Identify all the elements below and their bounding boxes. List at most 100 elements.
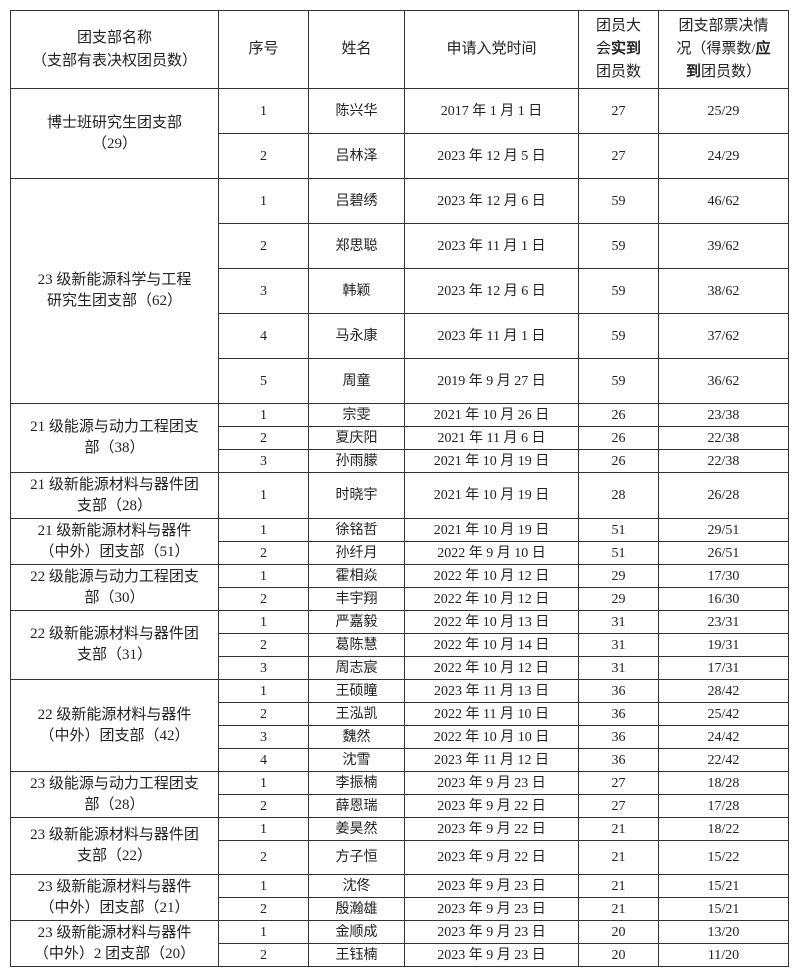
seq: 2 (218, 633, 309, 657)
member-name: 姜昊然 (308, 817, 405, 841)
row: 4 马永康 2023 年 11 月 1 日 59 37/62 (11, 313, 789, 359)
attendance: 59 (578, 178, 659, 224)
apply-date: 2023 年 9 月 23 日 (404, 897, 579, 921)
vote-result: 17/30 (658, 564, 789, 588)
row: 2 薛恩瑞 2023 年 9 月 22 日 27 17/28 (11, 794, 789, 818)
branch-name-line: 支部（22） (76, 848, 152, 864)
attendance: 28 (578, 472, 659, 519)
seq: 1 (218, 920, 309, 944)
header-cell: 姓名 (308, 10, 405, 89)
row: 2 王钰楠 2023 年 9 月 23 日 20 11/20 (11, 943, 789, 967)
attendance: 29 (578, 587, 659, 611)
vote-result: 22/38 (658, 426, 789, 450)
header-text: 团员数 (595, 64, 641, 80)
branch-name-line: 部（38） (84, 440, 145, 456)
apply-date: 2021 年 10 月 26 日 (404, 403, 579, 427)
branch-name-line: 21 级新能源材料与器件团 (30, 476, 199, 493)
member-name: 霍相焱 (308, 564, 405, 588)
header-text: 况（得票数/ (676, 41, 756, 57)
apply-date: 2021 年 10 月 19 日 (404, 472, 579, 519)
attendance: 26 (578, 449, 659, 473)
row: 2 王泓凯 2022 年 11 月 10 日 36 25/42 (11, 702, 789, 726)
seq: 5 (218, 358, 309, 404)
member-name: 严嘉毅 (308, 610, 405, 634)
seq: 1 (218, 610, 309, 634)
apply-date: 2022 年 10 月 12 日 (404, 564, 579, 588)
seq: 2 (218, 943, 309, 967)
seq: 3 (218, 268, 309, 314)
header-cell: 团员大 会实到 团员数 (578, 10, 659, 89)
member-name: 吕林泽 (308, 133, 405, 179)
apply-date: 2022 年 10 月 13 日 (404, 610, 579, 634)
apply-date: 2022 年 11 月 10 日 (404, 702, 579, 726)
branch-name: 22 级新能源材料与器件 （中外）团支部（42） (10, 679, 219, 772)
seq: 1 (218, 874, 309, 898)
seq: 1 (218, 403, 309, 427)
header-line: 团支部名称 (12, 27, 218, 50)
member-name: 丰宇翔 (308, 587, 405, 611)
attendance: 21 (578, 817, 659, 841)
branch-name-line: 部（28） (84, 796, 145, 813)
seq: 2 (218, 587, 309, 611)
attendance: 36 (578, 702, 659, 726)
attendance: 21 (578, 874, 659, 898)
vote-result: 16/30 (658, 587, 789, 611)
branch-name-line: （中外）团支部（42） (39, 727, 190, 744)
branch-name-line: 22 级新能源材料与器件 (37, 706, 192, 723)
apply-date: 2023 年 11 月 1 日 (404, 313, 579, 359)
branch-name-line: 21 级新能源材料与器件 (37, 522, 192, 539)
attendance: 59 (578, 358, 659, 404)
branch-name-line: 23 级新能源材料与器件 (37, 878, 192, 895)
apply-date: 2021 年 10 月 19 日 (404, 449, 579, 473)
branch-name-line: 23 级新能源材料与器件 (37, 924, 192, 941)
vote-result: 15/21 (658, 897, 789, 921)
branch-name-line: 22 级新能源材料与器件团 (30, 626, 199, 642)
header-line: 申请入党时间 (406, 38, 578, 61)
vote-result: 28/42 (658, 679, 789, 703)
branch-name: 23 级新能源材料与器件团 支部（22） (10, 817, 219, 875)
apply-date: 2023 年 9 月 23 日 (404, 920, 579, 944)
vote-result: 25/29 (658, 88, 789, 134)
vote-result: 23/31 (658, 610, 789, 634)
vote-result: 39/62 (658, 223, 789, 269)
attendance: 26 (578, 403, 659, 427)
vote-result: 24/42 (658, 725, 789, 749)
member-name: 薛恩瑞 (308, 794, 405, 818)
seq: 2 (218, 223, 309, 269)
branch-name-line: （中外）团支部（51） (39, 543, 190, 560)
row: 23 级能源与动力工程团支 部（28） 1 李振楠 2023 年 9 月 23 日 27 1… (10, 771, 789, 818)
member-name: 王硕瞳 (308, 679, 405, 703)
apply-date: 2023 年 12 月 5 日 (404, 133, 579, 179)
attendance: 51 (578, 518, 659, 542)
apply-date: 2023 年 9 月 22 日 (404, 840, 579, 875)
apply-date: 2022 年 10 月 12 日 (404, 587, 579, 611)
branch-name: 22 级能源与动力工程团支 部（30） (10, 564, 219, 611)
header-line: 到团员数） (660, 61, 788, 84)
seq: 1 (218, 771, 309, 795)
branch-name-line: （中外）2 团支部（20） (33, 945, 196, 962)
member-name: 吕碧绣 (308, 178, 405, 224)
seq: 3 (218, 449, 309, 473)
row: 21 级能源与动力工程团支 部（38） 1 宗雯 2021 年 10 月 26 日 26 2… (10, 403, 789, 473)
vote-result: 18/28 (658, 771, 789, 795)
header-text: 团支部票决情 (678, 18, 769, 34)
row: 2 殷瀚雄 2023 年 9 月 23 日 21 15/21 (11, 897, 789, 921)
attendance: 20 (578, 943, 659, 967)
row: 23 级新能源材料与器件 （中外）2 团支部（20） 1 金顺成 2023 年 9 月 … (10, 920, 789, 967)
apply-date: 2022 年 9 月 10 日 (404, 541, 579, 565)
seq: 4 (218, 748, 309, 772)
apply-date: 2023 年 9 月 23 日 (404, 771, 579, 795)
header-cell: 团支部名称 （支部有表决权团员数） (10, 10, 219, 89)
branch-name: 22 级新能源材料与器件团 支部（31） (10, 610, 219, 680)
apply-date: 2019 年 9 月 27 日 (404, 358, 579, 404)
member-name: 孙纤月 (308, 541, 405, 565)
member-name: 马永康 (308, 313, 405, 359)
apply-date: 2023 年 12 月 6 日 (404, 178, 579, 224)
member-name: 王泓凯 (308, 702, 405, 726)
seq: 2 (218, 840, 309, 875)
header-line: （支部有表决权团员数） (12, 50, 218, 73)
apply-date: 2023 年 11 月 13 日 (404, 679, 579, 703)
row: 博士班研究生团支部 （29） 1 陈兴华 2017 年 1 月 1 日 27 25/29 (10, 88, 789, 179)
